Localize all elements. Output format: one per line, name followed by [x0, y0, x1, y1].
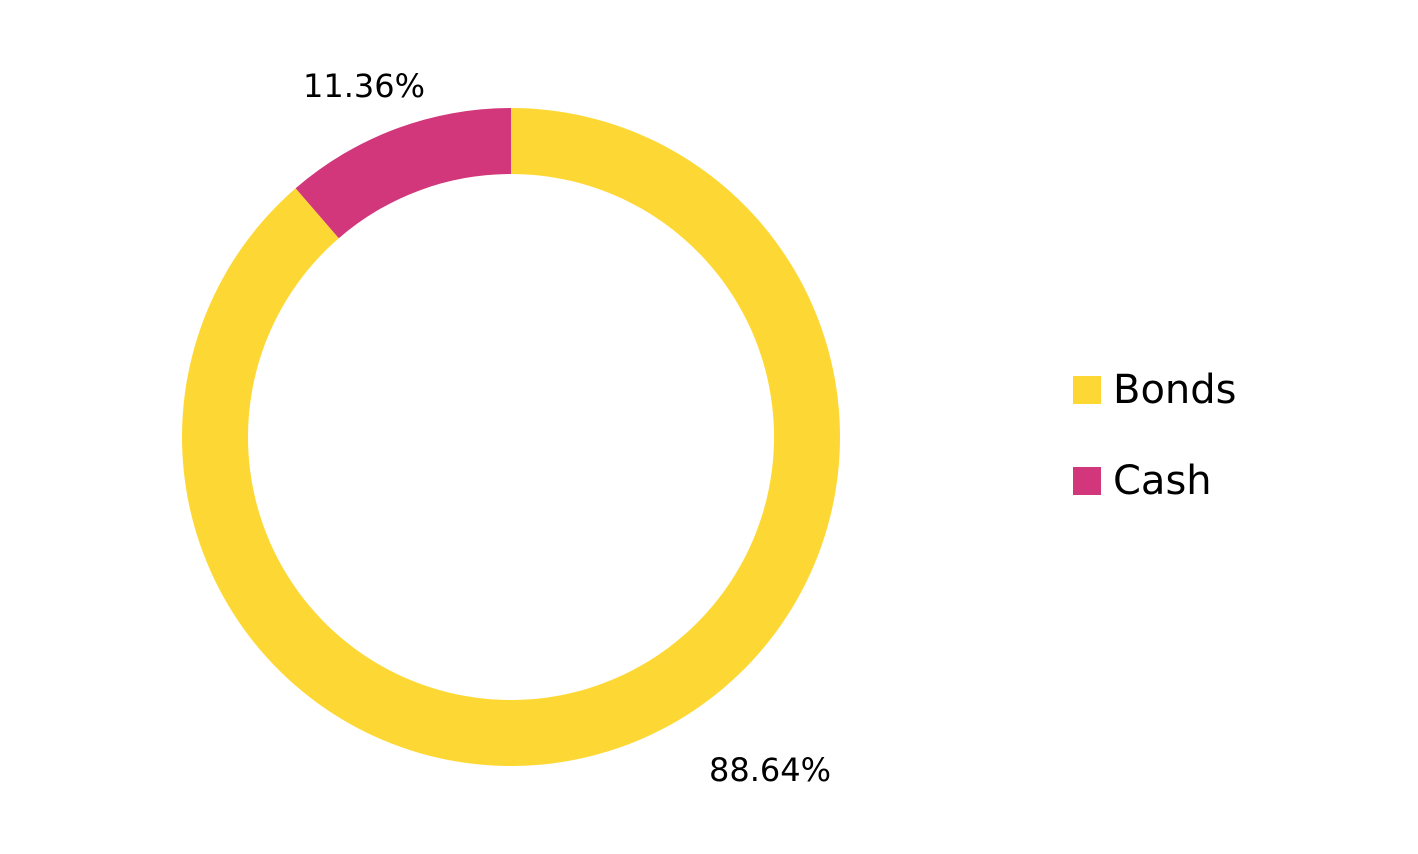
data-label-cash: 11.36% — [303, 67, 425, 105]
legend-item-bonds: Bonds — [1073, 364, 1237, 416]
legend-item-cash: Cash — [1073, 455, 1237, 507]
legend-swatch-cash — [1073, 467, 1101, 495]
chart-legend: Bonds Cash — [1073, 364, 1237, 546]
donut-data-labels: 88.64% 11.36% — [303, 67, 831, 789]
donut-slice-cash — [295, 108, 511, 239]
legend-swatch-bonds — [1073, 376, 1101, 404]
data-label-bonds: 88.64% — [709, 751, 831, 789]
donut-slices — [182, 108, 841, 767]
donut-slice-bonds — [182, 108, 841, 767]
legend-label-cash: Cash — [1113, 458, 1212, 504]
legend-label-bonds: Bonds — [1113, 367, 1237, 413]
